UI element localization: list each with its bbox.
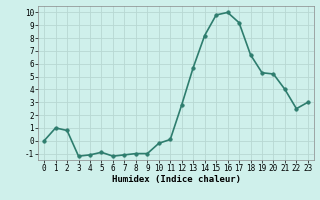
X-axis label: Humidex (Indice chaleur): Humidex (Indice chaleur) <box>111 175 241 184</box>
